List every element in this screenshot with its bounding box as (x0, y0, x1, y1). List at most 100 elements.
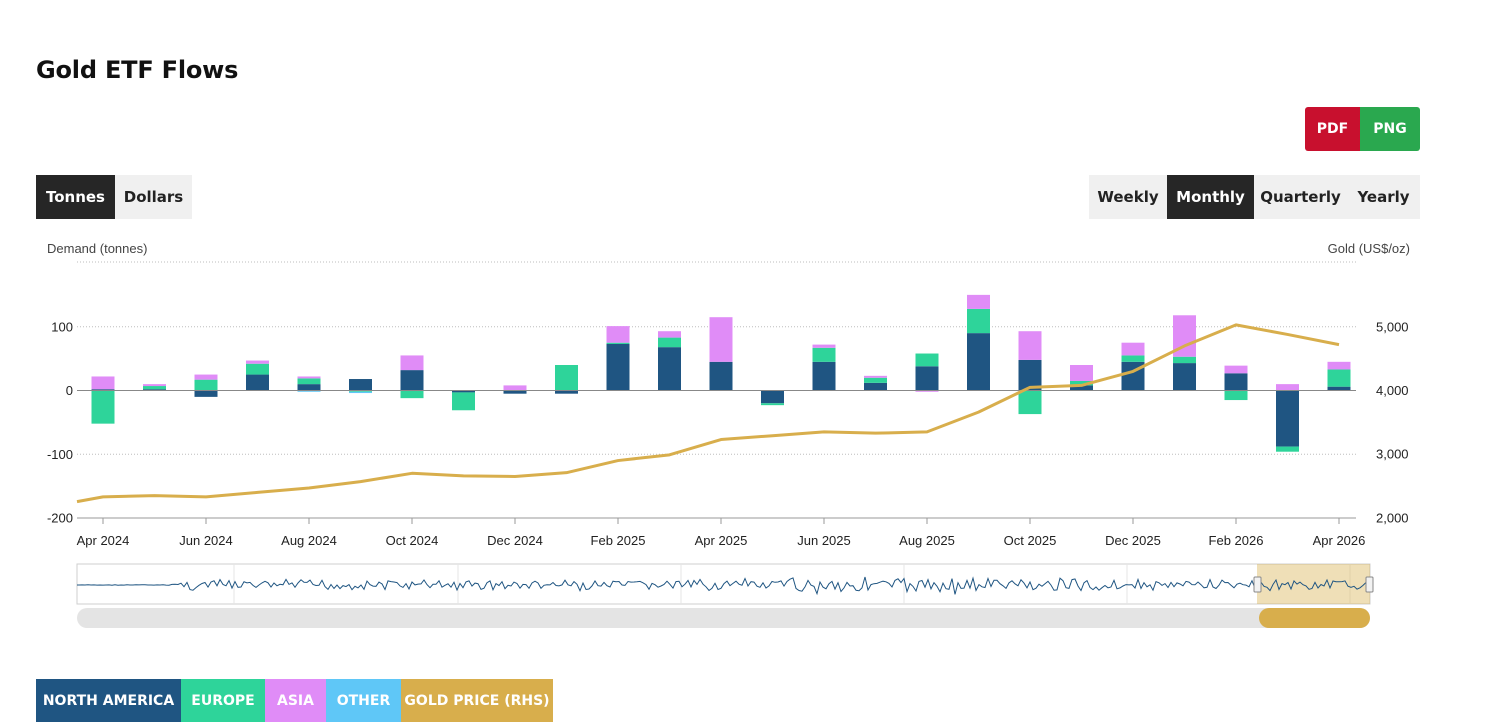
bar-segment (503, 390, 527, 394)
export-buttons: PDF PNG (1305, 107, 1420, 151)
bar-segment (452, 390, 475, 393)
bar-segment (143, 386, 166, 390)
bar-segment (606, 343, 630, 391)
bar-segment (91, 376, 115, 390)
x-tick-label: Aug 2024 (281, 533, 337, 548)
bar-segment (297, 378, 321, 385)
y-tick-label: -100 (47, 447, 73, 462)
quarterly-toggle[interactable]: Quarterly (1260, 188, 1341, 206)
bar-segment (246, 374, 269, 391)
x-tick-label: Apr 2025 (695, 533, 748, 548)
bar-segment (297, 384, 321, 391)
legend: NORTH AMERICA EUROPE ASIA OTHER GOLD PRI… (36, 679, 553, 722)
x-tick-label: Jun 2024 (179, 533, 233, 548)
page-title: Gold ETF Flows (36, 56, 239, 84)
axes: Demand (tonnes) Gold (US$/oz) 100 0 -100 -200… (47, 241, 1410, 548)
bar-segment (1070, 380, 1093, 386)
x-tick-label: Dec 2025 (1105, 533, 1161, 548)
weekly-toggle[interactable]: Weekly (1097, 188, 1159, 206)
bar-segment (1224, 373, 1248, 391)
bar-segment (194, 379, 218, 391)
bar-segment (349, 379, 372, 391)
bar-segment (143, 389, 166, 391)
bar-segment (606, 326, 630, 343)
y2-axis-title: Gold (US$/oz) (1328, 241, 1410, 256)
bar-segment (761, 403, 784, 406)
bar-segment (658, 347, 681, 391)
x-tick-label: Feb 2026 (1209, 533, 1264, 548)
bar-segment (1018, 359, 1042, 391)
x-tick-label: Dec 2024 (487, 533, 543, 548)
bar-segment (194, 390, 218, 397)
bar-segment (1224, 390, 1248, 401)
y-tick-label: 0 (66, 383, 73, 398)
bar-segment (400, 390, 424, 399)
bar-segment (1276, 390, 1299, 447)
yearly-toggle[interactable]: Yearly (1357, 188, 1410, 206)
bar-segment (349, 391, 372, 394)
bar-segment (1173, 363, 1196, 391)
bar-segment (503, 385, 527, 391)
dollars-toggle[interactable]: Dollars (123, 188, 184, 206)
legend-europe[interactable]: EUROPE (181, 679, 265, 722)
y-tick-label: 100 (51, 319, 73, 334)
gold-price-line (76, 323, 1340, 504)
bar-segment (1173, 356, 1196, 364)
x-tick-label: Aug 2025 (899, 533, 955, 548)
pdf-export-button[interactable]: PDF (1305, 107, 1360, 151)
navigator-series (77, 576, 1367, 596)
y2-tick-label: 4,000 (1376, 383, 1409, 398)
bar-layer (91, 294, 1351, 452)
bar-segment (967, 333, 990, 391)
bar-segment (297, 390, 321, 392)
legend-other[interactable]: OTHER (326, 679, 401, 722)
x-tick-label: Oct 2024 (386, 533, 439, 548)
bar-segment (761, 390, 784, 404)
scrollbar-thumb (1259, 608, 1370, 628)
x-tick-label: Apr 2026 (1313, 533, 1366, 548)
tonnes-toggle[interactable]: Tonnes (36, 175, 115, 219)
monthly-toggle[interactable]: Monthly (1167, 175, 1254, 219)
navigator-selection (1257, 564, 1370, 604)
bar-segment (1173, 315, 1196, 357)
bar-segment (658, 337, 681, 348)
bar-segment (709, 317, 733, 362)
bar-segment (915, 353, 939, 367)
gold-price-series (76, 323, 1340, 504)
bar-segment (1276, 446, 1299, 452)
navigator-right-handle (1365, 576, 1374, 593)
bar-segment (812, 361, 836, 391)
bar-segment (1276, 384, 1299, 391)
bar-segment (864, 382, 887, 391)
bar-segment (400, 355, 424, 371)
period-toggle: Weekly Monthly Quarterly Yearly (1089, 175, 1420, 219)
x-tick-label: Oct 2025 (1004, 533, 1057, 548)
legend-gold-price[interactable]: GOLD PRICE (RHS) (401, 679, 553, 722)
bar-segment (555, 390, 578, 394)
x-tick-label: Apr 2024 (77, 533, 130, 548)
legend-north-america[interactable]: NORTH AMERICA (36, 679, 181, 722)
bar-segment (709, 361, 733, 391)
bar-segment (606, 342, 630, 344)
bar-segment (91, 390, 115, 424)
bar-segment (812, 347, 836, 362)
bar-segment (915, 366, 939, 391)
bar-segment (1070, 365, 1093, 381)
bar-segment (246, 363, 269, 375)
bar-segment (967, 294, 990, 309)
bar-segment (555, 365, 578, 391)
y2-tick-label: 5,000 (1376, 319, 1409, 334)
x-tick-label: Feb 2025 (591, 533, 646, 548)
bar-segment (1121, 355, 1145, 362)
bar-segment (143, 384, 166, 387)
bar-segment (915, 390, 939, 392)
bar-segment (812, 344, 836, 348)
bar-segment (967, 308, 990, 334)
bar-segment (1224, 365, 1248, 374)
range-navigator[interactable] (76, 563, 1374, 628)
bar-segment (864, 377, 887, 383)
png-export-button[interactable]: PNG (1360, 107, 1420, 151)
legend-asia[interactable]: ASIA (265, 679, 326, 722)
bar-segment (194, 374, 218, 380)
